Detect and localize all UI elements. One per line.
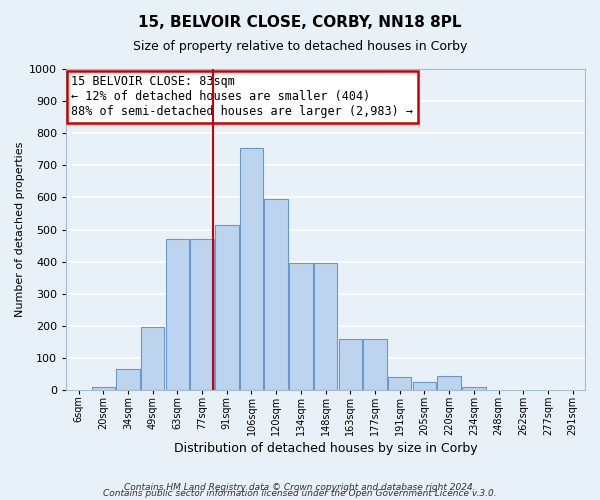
Text: 15, BELVOIR CLOSE, CORBY, NN18 8PL: 15, BELVOIR CLOSE, CORBY, NN18 8PL bbox=[138, 15, 462, 30]
Bar bbox=[462, 387, 485, 390]
Bar bbox=[240, 148, 263, 390]
Text: Contains HM Land Registry data © Crown copyright and database right 2024.: Contains HM Land Registry data © Crown c… bbox=[124, 484, 476, 492]
Bar bbox=[289, 263, 313, 390]
Bar bbox=[338, 338, 362, 390]
Bar bbox=[190, 239, 214, 390]
Bar bbox=[388, 377, 412, 390]
Bar bbox=[116, 369, 140, 390]
Bar bbox=[265, 199, 288, 390]
Bar bbox=[166, 239, 189, 390]
Bar bbox=[314, 263, 337, 390]
Text: Contains public sector information licensed under the Open Government Licence v.: Contains public sector information licen… bbox=[103, 490, 497, 498]
Text: 15 BELVOIR CLOSE: 83sqm
← 12% of detached houses are smaller (404)
88% of semi-d: 15 BELVOIR CLOSE: 83sqm ← 12% of detache… bbox=[71, 76, 413, 118]
Bar bbox=[92, 387, 115, 390]
Bar bbox=[141, 328, 164, 390]
Y-axis label: Number of detached properties: Number of detached properties bbox=[15, 142, 25, 317]
Bar bbox=[413, 382, 436, 390]
Text: Size of property relative to detached houses in Corby: Size of property relative to detached ho… bbox=[133, 40, 467, 53]
Bar bbox=[437, 376, 461, 390]
Bar bbox=[363, 338, 387, 390]
Bar bbox=[215, 224, 239, 390]
X-axis label: Distribution of detached houses by size in Corby: Distribution of detached houses by size … bbox=[174, 442, 478, 455]
